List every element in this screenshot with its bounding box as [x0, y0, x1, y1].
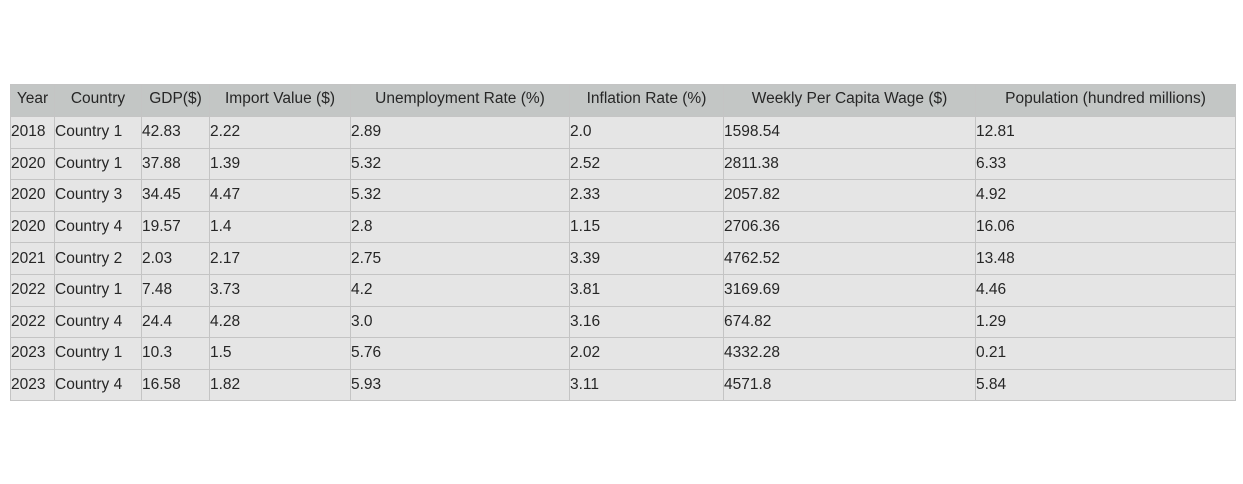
population-cell: 1.29 — [975, 305, 1236, 339]
weekly-wage-cell: 4332.28 — [723, 337, 976, 370]
table-row: 2020 Country 1 37.88 1.39 5.32 2.52 2811.38 6.3… — [10, 147, 1236, 181]
population-cell: 4.46 — [975, 273, 1236, 307]
unemployment-rate-cell: 5.32 — [350, 147, 570, 181]
inflation-rate-cell: 1.15 — [569, 210, 724, 244]
import-value-cell: 4.28 — [209, 305, 351, 339]
population-cell: 4.92 — [975, 179, 1236, 212]
data-table: Year Country GDP($) Import Value ($) Une… — [10, 84, 1236, 402]
weekly-wage-cell: 2811.38 — [723, 147, 976, 181]
header-population: Population (hundred millions) — [975, 84, 1236, 117]
year-cell: 2021 — [10, 242, 55, 275]
inflation-rate-cell: 2.0 — [569, 116, 724, 149]
gdp-cell: 42.83 — [141, 116, 210, 149]
year-cell: 2020 — [10, 147, 55, 181]
table-row: 2020 Country 3 34.45 4.47 5.32 2.33 2057.82 4.9… — [10, 179, 1236, 212]
gdp-cell: 37.88 — [141, 147, 210, 181]
table-row: 2022 Country 1 7.48 3.73 4.2 3.81 3169.69 4.46 — [10, 273, 1236, 307]
unemployment-rate-cell: 3.0 — [350, 305, 570, 339]
inflation-rate-cell: 2.52 — [569, 147, 724, 181]
country-cell: Country 1 — [54, 273, 142, 307]
country-cell: Country 3 — [54, 179, 142, 212]
gdp-cell: 19.57 — [141, 210, 210, 244]
import-value-cell: 3.73 — [209, 273, 351, 307]
import-value-cell: 2.22 — [209, 116, 351, 149]
unemployment-rate-cell: 5.76 — [350, 337, 570, 370]
unemployment-rate-cell: 2.75 — [350, 242, 570, 275]
header-year: Year — [10, 84, 55, 117]
table-row: 2020 Country 4 19.57 1.4 2.8 1.15 2706.36 16.06 — [10, 210, 1236, 244]
import-value-cell: 1.39 — [209, 147, 351, 181]
unemployment-rate-cell: 5.32 — [350, 179, 570, 212]
inflation-rate-cell: 2.33 — [569, 179, 724, 212]
gdp-cell: 24.4 — [141, 305, 210, 339]
header-import-value: Import Value ($) — [209, 84, 351, 117]
population-cell: 6.33 — [975, 147, 1236, 181]
weekly-wage-cell: 3169.69 — [723, 273, 976, 307]
unemployment-rate-cell: 4.2 — [350, 273, 570, 307]
population-cell: 13.48 — [975, 242, 1236, 275]
import-value-cell: 1.82 — [209, 368, 351, 402]
year-cell: 2022 — [10, 305, 55, 339]
import-value-cell: 1.4 — [209, 210, 351, 244]
country-cell: Country 4 — [54, 210, 142, 244]
table-header: Year Country GDP($) Import Value ($) Une… — [10, 84, 1236, 117]
import-value-cell: 1.5 — [209, 337, 351, 370]
table-row: 2018 Country 1 42.83 2.22 2.89 2.0 1598.54 12.8… — [10, 116, 1236, 149]
gdp-cell: 2.03 — [141, 242, 210, 275]
country-cell: Country 2 — [54, 242, 142, 275]
weekly-wage-cell: 674.82 — [723, 305, 976, 339]
inflation-rate-cell: 3.81 — [569, 273, 724, 307]
year-cell: 2020 — [10, 179, 55, 212]
table-row: 2021 Country 2 2.03 2.17 2.75 3.39 4762.52 13.4… — [10, 242, 1236, 275]
country-cell: Country 1 — [54, 116, 142, 149]
weekly-wage-cell: 4762.52 — [723, 242, 976, 275]
unemployment-rate-cell: 2.8 — [350, 210, 570, 244]
inflation-rate-cell: 2.02 — [569, 337, 724, 370]
weekly-wage-cell: 2706.36 — [723, 210, 976, 244]
table-body: 2018 Country 1 42.83 2.22 2.89 2.0 1598.54 12.8… — [10, 116, 1236, 402]
header-gdp: GDP($) — [141, 84, 210, 117]
weekly-wage-cell: 1598.54 — [723, 116, 976, 149]
year-cell: 2023 — [10, 368, 55, 402]
import-value-cell: 2.17 — [209, 242, 351, 275]
population-cell: 0.21 — [975, 337, 1236, 370]
inflation-rate-cell: 3.16 — [569, 305, 724, 339]
header-country: Country — [54, 84, 142, 117]
header-row: Year Country GDP($) Import Value ($) Une… — [10, 84, 1236, 117]
header-weekly-wage: Weekly Per Capita Wage ($) — [723, 84, 976, 117]
table-row: 2022 Country 4 24.4 4.28 3.0 3.16 674.82 1.29 — [10, 305, 1236, 339]
country-cell: Country 1 — [54, 337, 142, 370]
population-cell: 5.84 — [975, 368, 1236, 402]
weekly-wage-cell: 2057.82 — [723, 179, 976, 212]
table-row: 2023 Country 1 10.3 1.5 5.76 2.02 4332.28 0.21 — [10, 337, 1236, 370]
header-unemployment-rate: Unemployment Rate (%) — [350, 84, 570, 117]
year-cell: 2018 — [10, 116, 55, 149]
inflation-rate-cell: 3.39 — [569, 242, 724, 275]
gdp-cell: 16.58 — [141, 368, 210, 402]
year-cell: 2020 — [10, 210, 55, 244]
inflation-rate-cell: 3.11 — [569, 368, 724, 402]
unemployment-rate-cell: 5.93 — [350, 368, 570, 402]
import-value-cell: 4.47 — [209, 179, 351, 212]
weekly-wage-cell: 4571.8 — [723, 368, 976, 402]
year-cell: 2023 — [10, 337, 55, 370]
gdp-cell: 10.3 — [141, 337, 210, 370]
table-row: 2023 Country 4 16.58 1.82 5.93 3.11 4571.8 5.84 — [10, 368, 1236, 402]
population-cell: 12.81 — [975, 116, 1236, 149]
population-cell: 16.06 — [975, 210, 1236, 244]
gdp-cell: 7.48 — [141, 273, 210, 307]
unemployment-rate-cell: 2.89 — [350, 116, 570, 149]
header-inflation-rate: Inflation Rate (%) — [569, 84, 724, 117]
year-cell: 2022 — [10, 273, 55, 307]
country-cell: Country 4 — [54, 305, 142, 339]
gdp-cell: 34.45 — [141, 179, 210, 212]
country-cell: Country 1 — [54, 147, 142, 181]
country-cell: Country 4 — [54, 368, 142, 402]
